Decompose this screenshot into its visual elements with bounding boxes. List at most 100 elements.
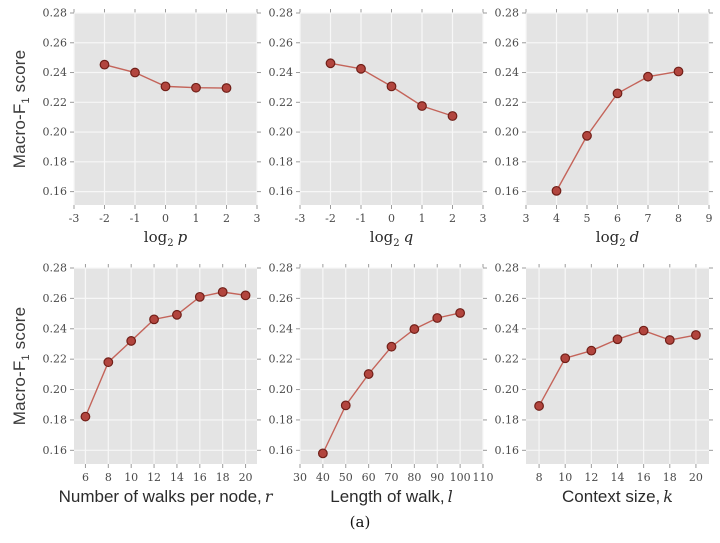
y-tick-label: 0.28 xyxy=(495,262,520,275)
x-axis-label-num-walks: Number of walks per node, r xyxy=(44,487,287,507)
subfigure-caption: (a) xyxy=(349,513,371,531)
xlabel-sub: 2 xyxy=(393,238,400,249)
x-tick-label: 100 xyxy=(450,471,471,484)
x-tick-label: 0 xyxy=(388,212,395,225)
x-tick-label: 8 xyxy=(105,471,112,484)
xlabel-text: Context size, xyxy=(562,487,661,506)
chart-context-size: 8 10 12 14 16 18 20 0.16 0.18 0.20 0.22 0.24 0.26 0.2… xyxy=(495,262,713,484)
xlabel-var: q xyxy=(403,228,414,246)
y-tick-label: 0.26 xyxy=(43,36,68,49)
chart-num-walks: 6 8 10 12 14 16 18 20 0.16 0.18 0.20 0.22 0.24 0.26 0.… xyxy=(43,262,261,484)
x-tick-label: 4 xyxy=(553,212,560,225)
y-tick-label: 0.18 xyxy=(269,413,294,426)
y-tick-label: 0.20 xyxy=(43,383,68,396)
x-tick-label: 9 xyxy=(706,212,713,225)
data-point xyxy=(664,335,675,345)
data-point xyxy=(586,345,597,356)
y-tick-label: 0.22 xyxy=(269,96,294,109)
data-point xyxy=(172,309,182,320)
y-tick-label: 0.18 xyxy=(495,155,520,168)
y-tick-label: 0.16 xyxy=(269,185,294,198)
y-tick-label: 0.16 xyxy=(495,185,520,198)
y-tick-label: 0.26 xyxy=(43,292,68,305)
data-point xyxy=(99,59,110,70)
x-tick-label: 8 xyxy=(675,212,682,225)
data-point xyxy=(582,130,592,141)
x-tick-label: 1 xyxy=(193,212,200,225)
y-tick-label: 0.18 xyxy=(43,413,68,426)
data-point xyxy=(363,369,374,379)
y-tick-label: 0.24 xyxy=(43,66,68,79)
data-point xyxy=(221,83,232,93)
x-tick-label: 1 xyxy=(419,212,426,225)
data-point xyxy=(612,88,623,99)
ylabel-pre: Macro-F xyxy=(9,360,29,426)
x-tick-label: 0 xyxy=(162,212,169,225)
data-point xyxy=(417,101,427,111)
data-point xyxy=(240,290,251,301)
x-tick-label: 18 xyxy=(663,471,677,484)
y-tick-label: 0.28 xyxy=(43,262,68,275)
data-point xyxy=(612,334,623,345)
xlabel-var: k xyxy=(663,487,673,506)
x-tick-label: 10 xyxy=(124,471,138,484)
x-tick-label: 18 xyxy=(216,471,230,484)
data-point xyxy=(432,313,443,323)
x-axis-label-context-size: Context size, k xyxy=(526,487,709,507)
chart-walk-length: 30 40 50 60 70 80 90 100 110 0.16 0.18 0.20 0.22 0.24… xyxy=(269,262,494,485)
data-point xyxy=(386,341,397,352)
data-point xyxy=(386,81,397,92)
x-tick-label: 6 xyxy=(82,471,89,484)
x-tick-label: 110 xyxy=(473,471,494,484)
data-point xyxy=(194,291,205,302)
y-tick-label: 0.28 xyxy=(43,7,68,20)
plot-area xyxy=(74,268,257,464)
x-axis-label-log2q: log2 q xyxy=(300,228,483,249)
xlabel-sub: 2 xyxy=(619,238,626,249)
y-tick-label: 0.24 xyxy=(43,322,68,335)
data-point xyxy=(340,400,351,411)
data-point xyxy=(534,401,544,411)
y-tick-label: 0.16 xyxy=(43,185,68,198)
x-axis-label-log2d: log2 d xyxy=(526,228,709,249)
y-tick-label: 0.22 xyxy=(269,353,294,366)
x-tick-label: 14 xyxy=(170,471,184,484)
data-point xyxy=(560,353,571,364)
x-tick-label: 2 xyxy=(223,212,230,225)
data-point xyxy=(160,81,171,92)
x-tick-label: 2 xyxy=(449,212,456,225)
y-tick-label: 0.16 xyxy=(495,444,520,457)
y-tick-label: 0.24 xyxy=(495,66,520,79)
x-tick-label: -2 xyxy=(325,212,336,225)
ylabel-post: score xyxy=(9,306,29,355)
xlabel-var: d xyxy=(629,228,640,246)
xlabel-pre: log xyxy=(595,228,620,246)
data-point xyxy=(643,71,653,82)
x-tick-label: 12 xyxy=(584,471,598,484)
data-point xyxy=(356,63,366,74)
data-point xyxy=(317,448,328,459)
xlabel-pre: log xyxy=(143,228,168,246)
x-tick-label: 3 xyxy=(523,212,530,225)
x-tick-label: 3 xyxy=(254,212,261,225)
xlabel-var: l xyxy=(447,487,453,506)
xlabel-text: Length of walk, xyxy=(330,487,445,506)
ylabel-post: score xyxy=(9,49,29,98)
data-point xyxy=(191,82,201,93)
x-tick-label: 80 xyxy=(407,471,421,484)
y-tick-label: 0.20 xyxy=(495,383,520,396)
y-tick-label: 0.24 xyxy=(269,66,294,79)
x-tick-label: 16 xyxy=(637,471,651,484)
chart-log2q: -3 -2 -1 0 1 2 3 0.16 0.18 0.20 0.22 0.24 0.26 0.28 xyxy=(269,7,487,225)
x-axis-label-walk-length: Length of walk, l xyxy=(300,487,483,507)
data-point xyxy=(691,330,701,340)
data-point xyxy=(409,324,420,334)
y-tick-label: 0.20 xyxy=(495,126,520,139)
y-tick-label: 0.22 xyxy=(43,353,68,366)
data-point xyxy=(447,111,458,121)
x-tick-label: 60 xyxy=(362,471,376,484)
x-tick-label: -2 xyxy=(99,212,110,225)
x-tick-label: 50 xyxy=(339,471,353,484)
x-tick-label: 16 xyxy=(193,471,207,484)
